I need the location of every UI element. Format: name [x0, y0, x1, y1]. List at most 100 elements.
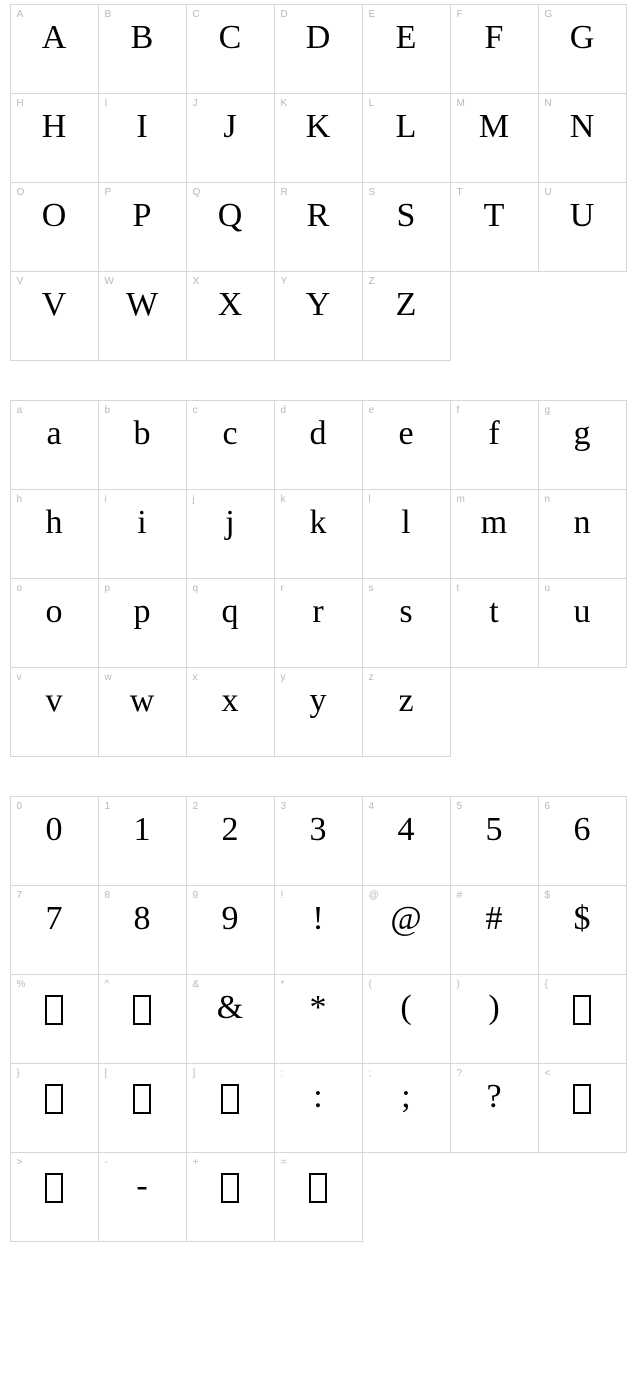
glyph-cell: oo [10, 578, 99, 668]
glyph-display: & [187, 989, 274, 1026]
glyph-cell: tt [450, 578, 539, 668]
glyph-display [11, 1167, 98, 1204]
empty-cell [450, 271, 539, 361]
glyph-cell: RR [274, 182, 363, 272]
glyph-cell: 88 [98, 885, 187, 975]
glyph-cell: YY [274, 271, 363, 361]
glyph-cell: bb [98, 400, 187, 490]
glyph-cell: && [186, 974, 275, 1064]
glyph-grid-numbers-symbols: 00112233445566778899!!@@##$$%^&&**(()){}… [10, 796, 630, 1241]
glyph-cell: ll [362, 489, 451, 579]
glyph-display [99, 1078, 186, 1115]
glyph-display: E [363, 19, 450, 56]
glyph-display: ; [363, 1078, 450, 1115]
glyph-cell: 22 [186, 796, 275, 886]
glyph-cell: gg [538, 400, 627, 490]
glyph-display: Y [275, 286, 362, 323]
glyph-cell: XX [186, 271, 275, 361]
glyph-cell: EE [362, 4, 451, 94]
glyph-display: x [187, 682, 274, 719]
glyph-cell: % [10, 974, 99, 1064]
glyph-cell: GG [538, 4, 627, 94]
glyph-display: w [99, 682, 186, 719]
glyph-display: u [539, 593, 626, 630]
glyph-cell: + [186, 1152, 275, 1242]
missing-glyph-icon [45, 995, 63, 1025]
glyph-display: ( [363, 989, 450, 1026]
glyph-cell: ww [98, 667, 187, 757]
glyph-display: V [11, 286, 98, 323]
glyph-cell: { [538, 974, 627, 1064]
glyph-display: I [99, 108, 186, 145]
glyph-cell: 99 [186, 885, 275, 975]
glyph-cell: UU [538, 182, 627, 272]
glyph-display: A [11, 19, 98, 56]
empty-cell [538, 271, 627, 361]
glyph-display: 6 [539, 811, 626, 848]
glyph-cell: @@ [362, 885, 451, 975]
glyph-display: P [99, 197, 186, 234]
missing-glyph-icon [573, 1084, 591, 1114]
glyph-display: c [187, 415, 274, 452]
empty-cell [538, 667, 627, 757]
glyph-display: 2 [187, 811, 274, 848]
glyph-display: X [187, 286, 274, 323]
glyph-cell: pp [98, 578, 187, 668]
glyph-display: R [275, 197, 362, 234]
glyph-display: 1 [99, 811, 186, 848]
glyph-cell: NN [538, 93, 627, 183]
glyph-display: O [11, 197, 98, 234]
glyph-cell: zz [362, 667, 451, 757]
glyph-cell: ;; [362, 1063, 451, 1153]
glyph-cell: rr [274, 578, 363, 668]
glyph-display: # [451, 900, 538, 937]
glyph-display: h [11, 504, 98, 541]
glyph-cell: VV [10, 271, 99, 361]
glyph-cell: LL [362, 93, 451, 183]
glyph-grid-lowercase: aabbccddeeffgghhiijjkkllmmnnooppqqrrsstt… [10, 400, 630, 756]
missing-glyph-icon [45, 1084, 63, 1114]
glyph-cell: 55 [450, 796, 539, 886]
glyph-cell: vv [10, 667, 99, 757]
glyph-cell: KK [274, 93, 363, 183]
glyph-cell: kk [274, 489, 363, 579]
glyph-cell: < [538, 1063, 627, 1153]
glyph-cell: dd [274, 400, 363, 490]
glyph-display: $ [539, 900, 626, 937]
glyph-display: k [275, 504, 362, 541]
glyph-display: L [363, 108, 450, 145]
glyph-display: B [99, 19, 186, 56]
glyph-cell: DD [274, 4, 363, 94]
empty-cell [362, 1152, 451, 1242]
glyph-grid-uppercase: AABBCCDDEEFFGGHHIIJJKKLLMMNNOOPPQQRRSSTT… [10, 4, 630, 360]
glyph-display: j [187, 504, 274, 541]
glyph-cell: $$ [538, 885, 627, 975]
glyph-cell: uu [538, 578, 627, 668]
missing-glyph-icon [133, 1084, 151, 1114]
glyph-cell: ## [450, 885, 539, 975]
glyph-display: D [275, 19, 362, 56]
glyph-cell: WW [98, 271, 187, 361]
glyph-display: b [99, 415, 186, 452]
glyph-display: i [99, 504, 186, 541]
glyph-display: l [363, 504, 450, 541]
glyph-cell: ?? [450, 1063, 539, 1153]
glyph-display [539, 989, 626, 1026]
glyph-cell: (( [362, 974, 451, 1064]
missing-glyph-icon [309, 1173, 327, 1203]
glyph-display: t [451, 593, 538, 630]
glyph-display [187, 1167, 274, 1204]
glyph-cell: 00 [10, 796, 99, 886]
missing-glyph-icon [45, 1173, 63, 1203]
glyph-display: ! [275, 900, 362, 937]
glyph-display: o [11, 593, 98, 630]
glyph-display: 8 [99, 900, 186, 937]
glyph-cell: II [98, 93, 187, 183]
glyph-display: n [539, 504, 626, 541]
glyph-display [539, 1078, 626, 1115]
glyph-cell: )) [450, 974, 539, 1064]
glyph-display: 7 [11, 900, 98, 937]
glyph-display: Z [363, 286, 450, 323]
glyph-display [11, 989, 98, 1026]
glyph-display: d [275, 415, 362, 452]
